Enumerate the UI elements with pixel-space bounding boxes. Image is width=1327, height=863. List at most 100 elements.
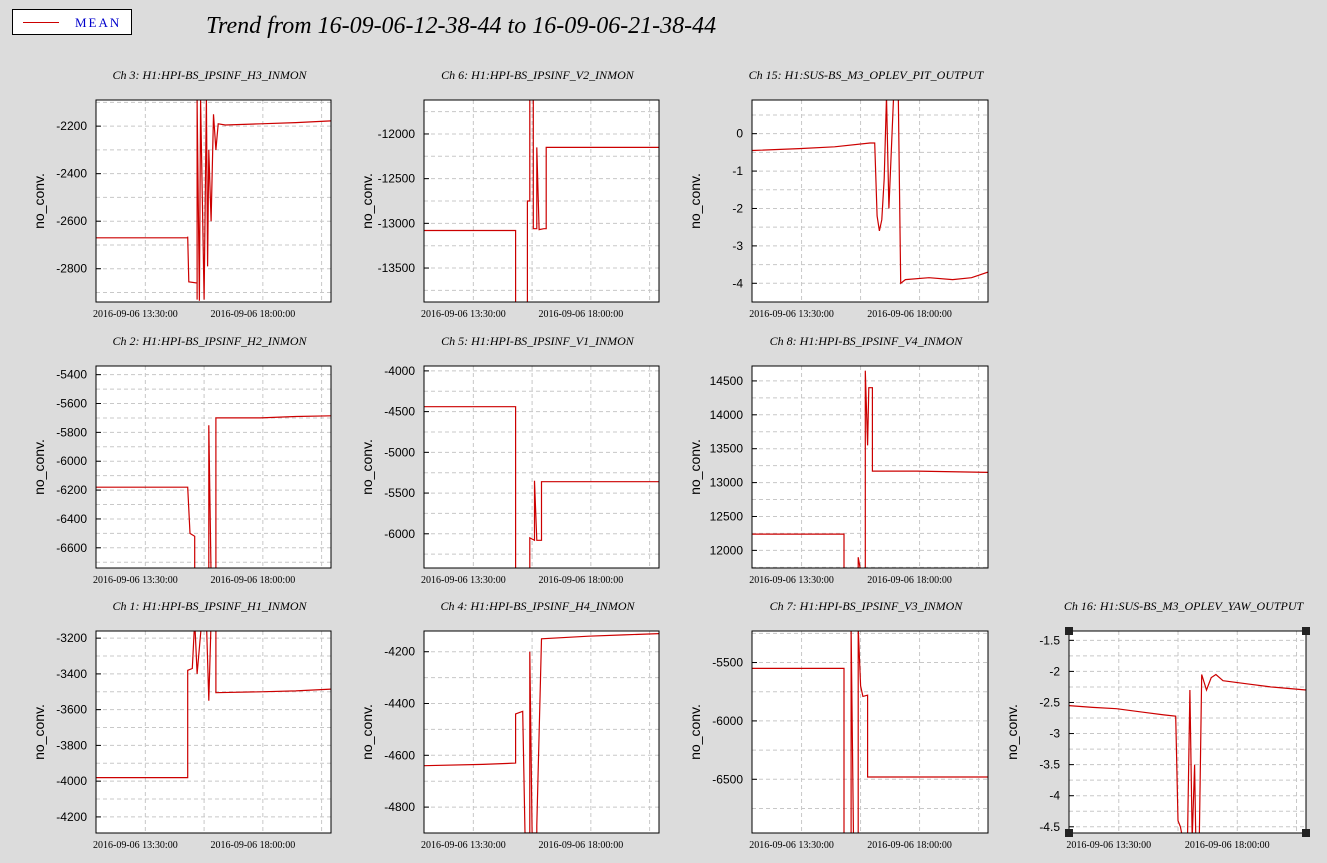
plot-frame: [423, 365, 660, 569]
x-tick-label: 2016-09-06 18:00:00: [210, 309, 295, 320]
x-tick-label: 2016-09-06 18:00:00: [867, 840, 952, 851]
plot-background: [96, 631, 331, 833]
plot-frame: [751, 99, 989, 303]
y-tick-label: -3200: [56, 631, 87, 645]
y-tick-label: -6200: [56, 483, 87, 497]
selection-handle: [1065, 627, 1073, 635]
x-tick-label: 2016-09-06 18:00:00: [210, 575, 295, 586]
y-tick-label: -5800: [56, 425, 87, 439]
y-tick-label: -2800: [56, 262, 87, 276]
y-tick-label: -3: [1049, 727, 1060, 741]
plot-title: Ch 4: H1:HPI-BS_IPSINF_H4_INMON: [441, 599, 636, 613]
y-tick-label: 12000: [710, 543, 744, 557]
plot-panel-5: -4000 -4500 -5000 -5500 -6000 2016-09-06 13:3…: [359, 334, 660, 586]
plot-frame: [423, 630, 660, 834]
y-tick-label: -6000: [56, 454, 87, 468]
selection-handle: [1302, 627, 1310, 635]
plot-frame: [1068, 630, 1307, 834]
plot-frame: [751, 365, 989, 569]
plot-title: Ch 1: H1:HPI-BS_IPSINF_H1_INMON: [113, 599, 308, 613]
x-tick-label: 2016-09-06 13:30:00: [93, 575, 178, 586]
x-tick-label: 2016-09-06 18:00:00: [1185, 840, 1270, 851]
y-tick-label: 0: [736, 127, 743, 141]
plot-title: Ch 2: H1:HPI-BS_IPSINF_H2_INMON: [113, 334, 308, 348]
y-tick-label: -5400: [56, 368, 87, 382]
y-tick-label: -4400: [384, 697, 415, 711]
y-tick-label: -4.5: [1039, 820, 1060, 834]
y-tick-label: -1.5: [1039, 633, 1060, 647]
x-tick-label: 2016-09-06 13:30:00: [421, 840, 506, 851]
y-tick-label: -1: [732, 164, 743, 178]
x-tick-label: 2016-09-06 13:30:00: [749, 575, 834, 586]
data-series-line: [96, 100, 331, 301]
plot-frame: [423, 99, 660, 303]
y-tick-label: -2: [1049, 664, 1060, 678]
y-tick-label: -4800: [384, 800, 415, 814]
plot-title: Ch 3: H1:HPI-BS_IPSINF_H3_INMON: [113, 68, 308, 82]
plot-panel-8: -4200 -4400 -4600 -4800 2016-09-06 13:30:00 2…: [359, 599, 660, 851]
plot-title: Ch 15: H1:SUS-BS_M3_OPLEV_PIT_OUTPUT: [749, 68, 985, 82]
x-tick-label: 2016-09-06 13:30:00: [1066, 840, 1151, 851]
y-tick-label: -6400: [56, 512, 87, 526]
y-axis-label: no_conv.: [359, 173, 375, 229]
y-tick-label: 12500: [710, 509, 744, 523]
y-tick-label: -4: [1049, 789, 1060, 803]
plot-title: Ch 6: H1:HPI-BS_IPSINF_V2_INMON: [441, 68, 635, 82]
y-tick-label: -3600: [56, 703, 87, 717]
data-series-line: [1069, 673, 1306, 833]
data-series-line: [424, 100, 659, 302]
y-axis-label: no_conv.: [687, 439, 703, 495]
plot-panel-1: -2200 -2400 -2600 -2800 2016-09-06 13:30:00 2…: [31, 68, 332, 320]
data-series-line: [424, 633, 659, 833]
y-tick-label: -4200: [384, 645, 415, 659]
y-tick-label: -4500: [384, 405, 415, 419]
y-tick-label: -2400: [56, 167, 87, 181]
x-tick-label: 2016-09-06 13:30:00: [421, 309, 506, 320]
legend-line-swatch: [23, 22, 59, 23]
plot-frame: [95, 630, 332, 834]
y-tick-label: -4600: [384, 748, 415, 762]
y-tick-label: -2: [732, 201, 743, 215]
y-tick-label: -5500: [384, 486, 415, 500]
y-tick-label: -5000: [384, 445, 415, 459]
y-axis-label: no_conv.: [31, 439, 47, 495]
plot-background: [96, 366, 331, 568]
page-title: Trend from 16-09-06-12-38-44 to 16-09-06…: [206, 13, 717, 39]
selection-handle: [1065, 829, 1073, 837]
plot-panel-2: -12000 -12500 -13000 -13500 2016-09-06 13:30…: [359, 68, 660, 320]
y-axis-label: no_conv.: [687, 704, 703, 760]
plot-background: [752, 100, 988, 302]
data-series-line: [752, 631, 988, 833]
y-tick-label: -12000: [378, 127, 416, 141]
y-tick-label: -13500: [378, 261, 416, 275]
plot-panel-6: 14500 14000 13500 13000 12500 12000 2016-09-06…: [687, 334, 989, 586]
plot-frame: [95, 365, 332, 569]
plot-title: Ch 7: H1:HPI-BS_IPSINF_V3_INMON: [770, 599, 964, 613]
y-tick-label: -2200: [56, 119, 87, 133]
plot-frame: [95, 99, 332, 303]
y-tick-label: -12500: [378, 172, 416, 186]
data-series-line: [96, 415, 331, 568]
y-tick-label: 13000: [710, 476, 744, 490]
x-tick-label: 2016-09-06 13:30:00: [749, 840, 834, 851]
y-tick-label: -4000: [56, 774, 87, 788]
data-series-line: [96, 631, 331, 779]
plot-panel-10: -1.5 -2 -2.5 -3 -3.5 -4 -4.5 2016-09-06 13:30:0…: [1004, 599, 1310, 851]
y-tick-label: -5500: [712, 656, 743, 670]
plot-frame: [751, 630, 989, 834]
x-tick-label: 2016-09-06 13:30:00: [93, 840, 178, 851]
y-axis-label: no_conv.: [1004, 704, 1020, 760]
data-series-line: [752, 100, 988, 285]
y-axis-label: no_conv.: [359, 439, 375, 495]
y-tick-label: -6000: [712, 714, 743, 728]
x-tick-label: 2016-09-06 13:30:00: [421, 575, 506, 586]
legend-box: MEAN: [12, 9, 132, 35]
x-tick-label: 2016-09-06 13:30:00: [749, 309, 834, 320]
selection-handle: [1302, 829, 1310, 837]
y-axis-label: no_conv.: [31, 173, 47, 229]
y-tick-label: -3.5: [1039, 758, 1060, 772]
x-tick-label: 2016-09-06 18:00:00: [538, 575, 623, 586]
plot-background: [752, 366, 988, 568]
y-tick-label: -3400: [56, 667, 87, 681]
